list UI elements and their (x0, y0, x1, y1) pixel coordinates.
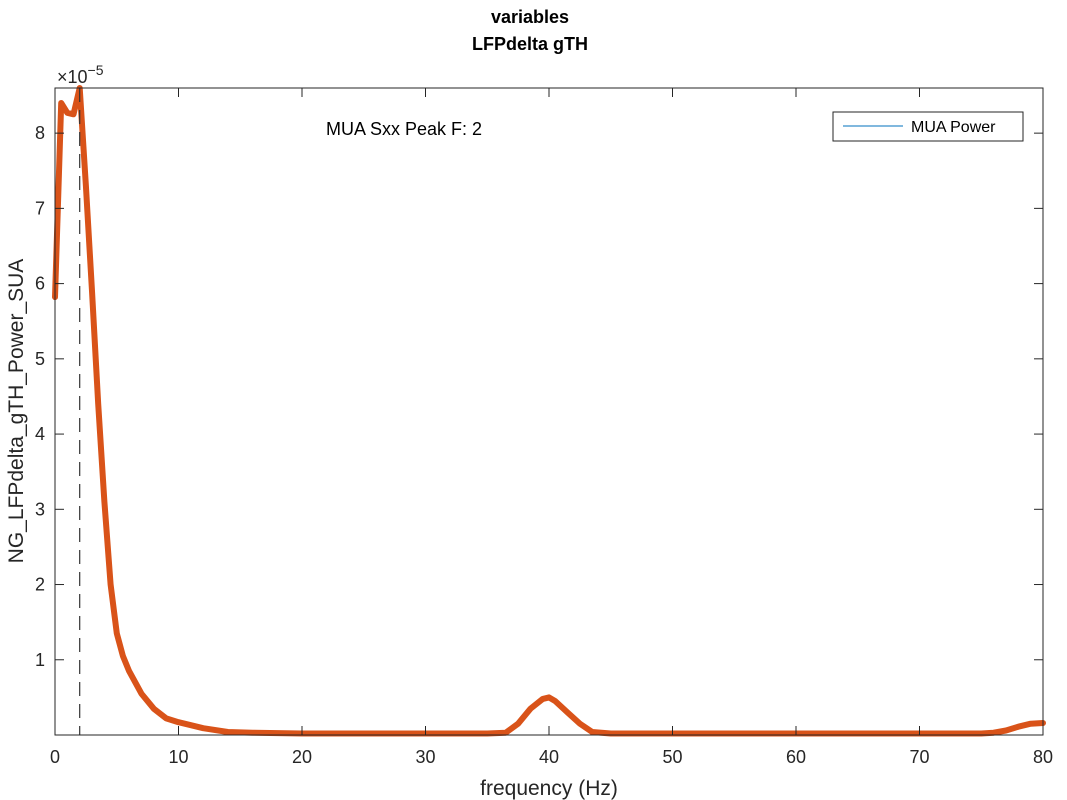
x-tick-label: 10 (168, 747, 188, 767)
ticks-layer: 0 10 20 30 40 50 60 70 80 1 2 3 4 5 6 7 8 (35, 88, 1053, 767)
y-tick-label: 7 (35, 198, 45, 218)
x-tick-label: 30 (415, 747, 435, 767)
y-axis-multiplier-base: ×10 (57, 67, 88, 87)
y-tick-label: 8 (35, 123, 45, 143)
y-axis-label: NG_LFPdelta_gTH_Power_SUA (5, 259, 28, 564)
x-tick-label: 50 (662, 747, 682, 767)
x-tick-label: 40 (539, 747, 559, 767)
x-axis-label: frequency (Hz) (480, 777, 618, 800)
x-tick-label: 20 (292, 747, 312, 767)
legend: MUA Power (832, 111, 1024, 142)
x-tick-label: 70 (909, 747, 929, 767)
chart-title-line-2: LFPdelta gTH (472, 34, 588, 54)
y-tick-label: 2 (35, 575, 45, 595)
legend-entry: MUA Power (911, 119, 996, 136)
peak-annotation: MUA Sxx Peak F: 2 (326, 119, 482, 139)
y-axis-multiplier: ×10−5 (57, 62, 104, 87)
plot-area (55, 88, 1043, 735)
y-tick-label: 1 (35, 650, 45, 670)
x-tick-label: 80 (1033, 747, 1053, 767)
y-axis-multiplier-exponent: −5 (88, 62, 104, 78)
y-tick-label: 4 (35, 424, 45, 444)
y-tick-label: 6 (35, 274, 45, 294)
y-tick-label: 5 (35, 349, 45, 369)
x-tick-label: 60 (786, 747, 806, 767)
x-tick-label: 0 (50, 747, 60, 767)
chart-title-line-1: variables (491, 7, 569, 27)
y-tick-label: 3 (35, 499, 45, 519)
